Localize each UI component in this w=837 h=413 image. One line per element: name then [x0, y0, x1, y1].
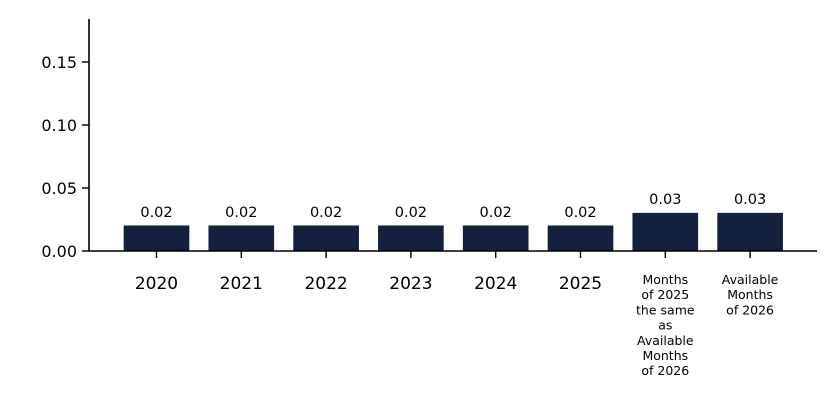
- x-tick-label-line: of 2025: [641, 287, 689, 302]
- x-tick-label-line: the same: [636, 302, 695, 317]
- bar: [378, 225, 444, 252]
- y-tick-label: 0.15: [41, 53, 77, 72]
- x-tick-label-line: Months: [642, 348, 688, 363]
- x-tick-label: 2023: [389, 274, 432, 294]
- y-axis: 0.00 0.05 0.10 0.15: [41, 19, 90, 261]
- x-tick-label-line: as: [658, 318, 672, 333]
- bar-data-label: 0.02: [480, 205, 512, 221]
- data-labels: 0.02 0.02 0.02 0.02 0.02 0.02 0.03 0.03: [140, 192, 766, 221]
- bar: [547, 225, 614, 252]
- x-tick-label: 2020: [135, 274, 178, 294]
- y-tick-label: 0.05: [41, 179, 77, 198]
- bar-data-label: 0.02: [140, 205, 172, 221]
- bar: [123, 225, 190, 252]
- bar: [293, 225, 359, 252]
- x-tick-label: 2025: [559, 274, 602, 294]
- bar-data-label: 0.02: [225, 205, 257, 221]
- y-tick-label: 0.10: [41, 116, 77, 135]
- bar: [208, 225, 275, 252]
- bars: [123, 212, 783, 252]
- bar-data-label: 0.02: [310, 205, 342, 221]
- y-tick-label: 0.00: [41, 242, 77, 261]
- x-tick-label: Available Months of 2026: [722, 272, 779, 317]
- x-tick-label-line: Months: [642, 272, 688, 287]
- x-tick-label: 2024: [474, 274, 517, 294]
- x-tick-label: Months of 2025 the same as Available Months of…: [636, 272, 695, 378]
- bar: [717, 212, 783, 252]
- bar-data-label: 0.02: [395, 205, 427, 221]
- x-tick-label-line: of 2026: [641, 363, 689, 378]
- x-axis: 2020 2021 2022 2023 2024 2025 Months of 2025 the…: [89, 250, 817, 378]
- x-tick-label-line: Available: [722, 272, 779, 287]
- bar: [632, 212, 699, 252]
- bar-data-label: 0.02: [564, 205, 596, 221]
- x-tick-label-line: of 2026: [726, 302, 774, 317]
- x-tick-label: 2022: [304, 274, 347, 294]
- bar-data-label: 0.03: [734, 192, 766, 208]
- x-tick-label: 2021: [220, 274, 263, 294]
- bar-data-label: 0.03: [649, 192, 681, 208]
- x-tick-label-line: Available: [637, 333, 694, 348]
- bar: [462, 225, 529, 252]
- x-tick-label-line: Months: [727, 287, 773, 302]
